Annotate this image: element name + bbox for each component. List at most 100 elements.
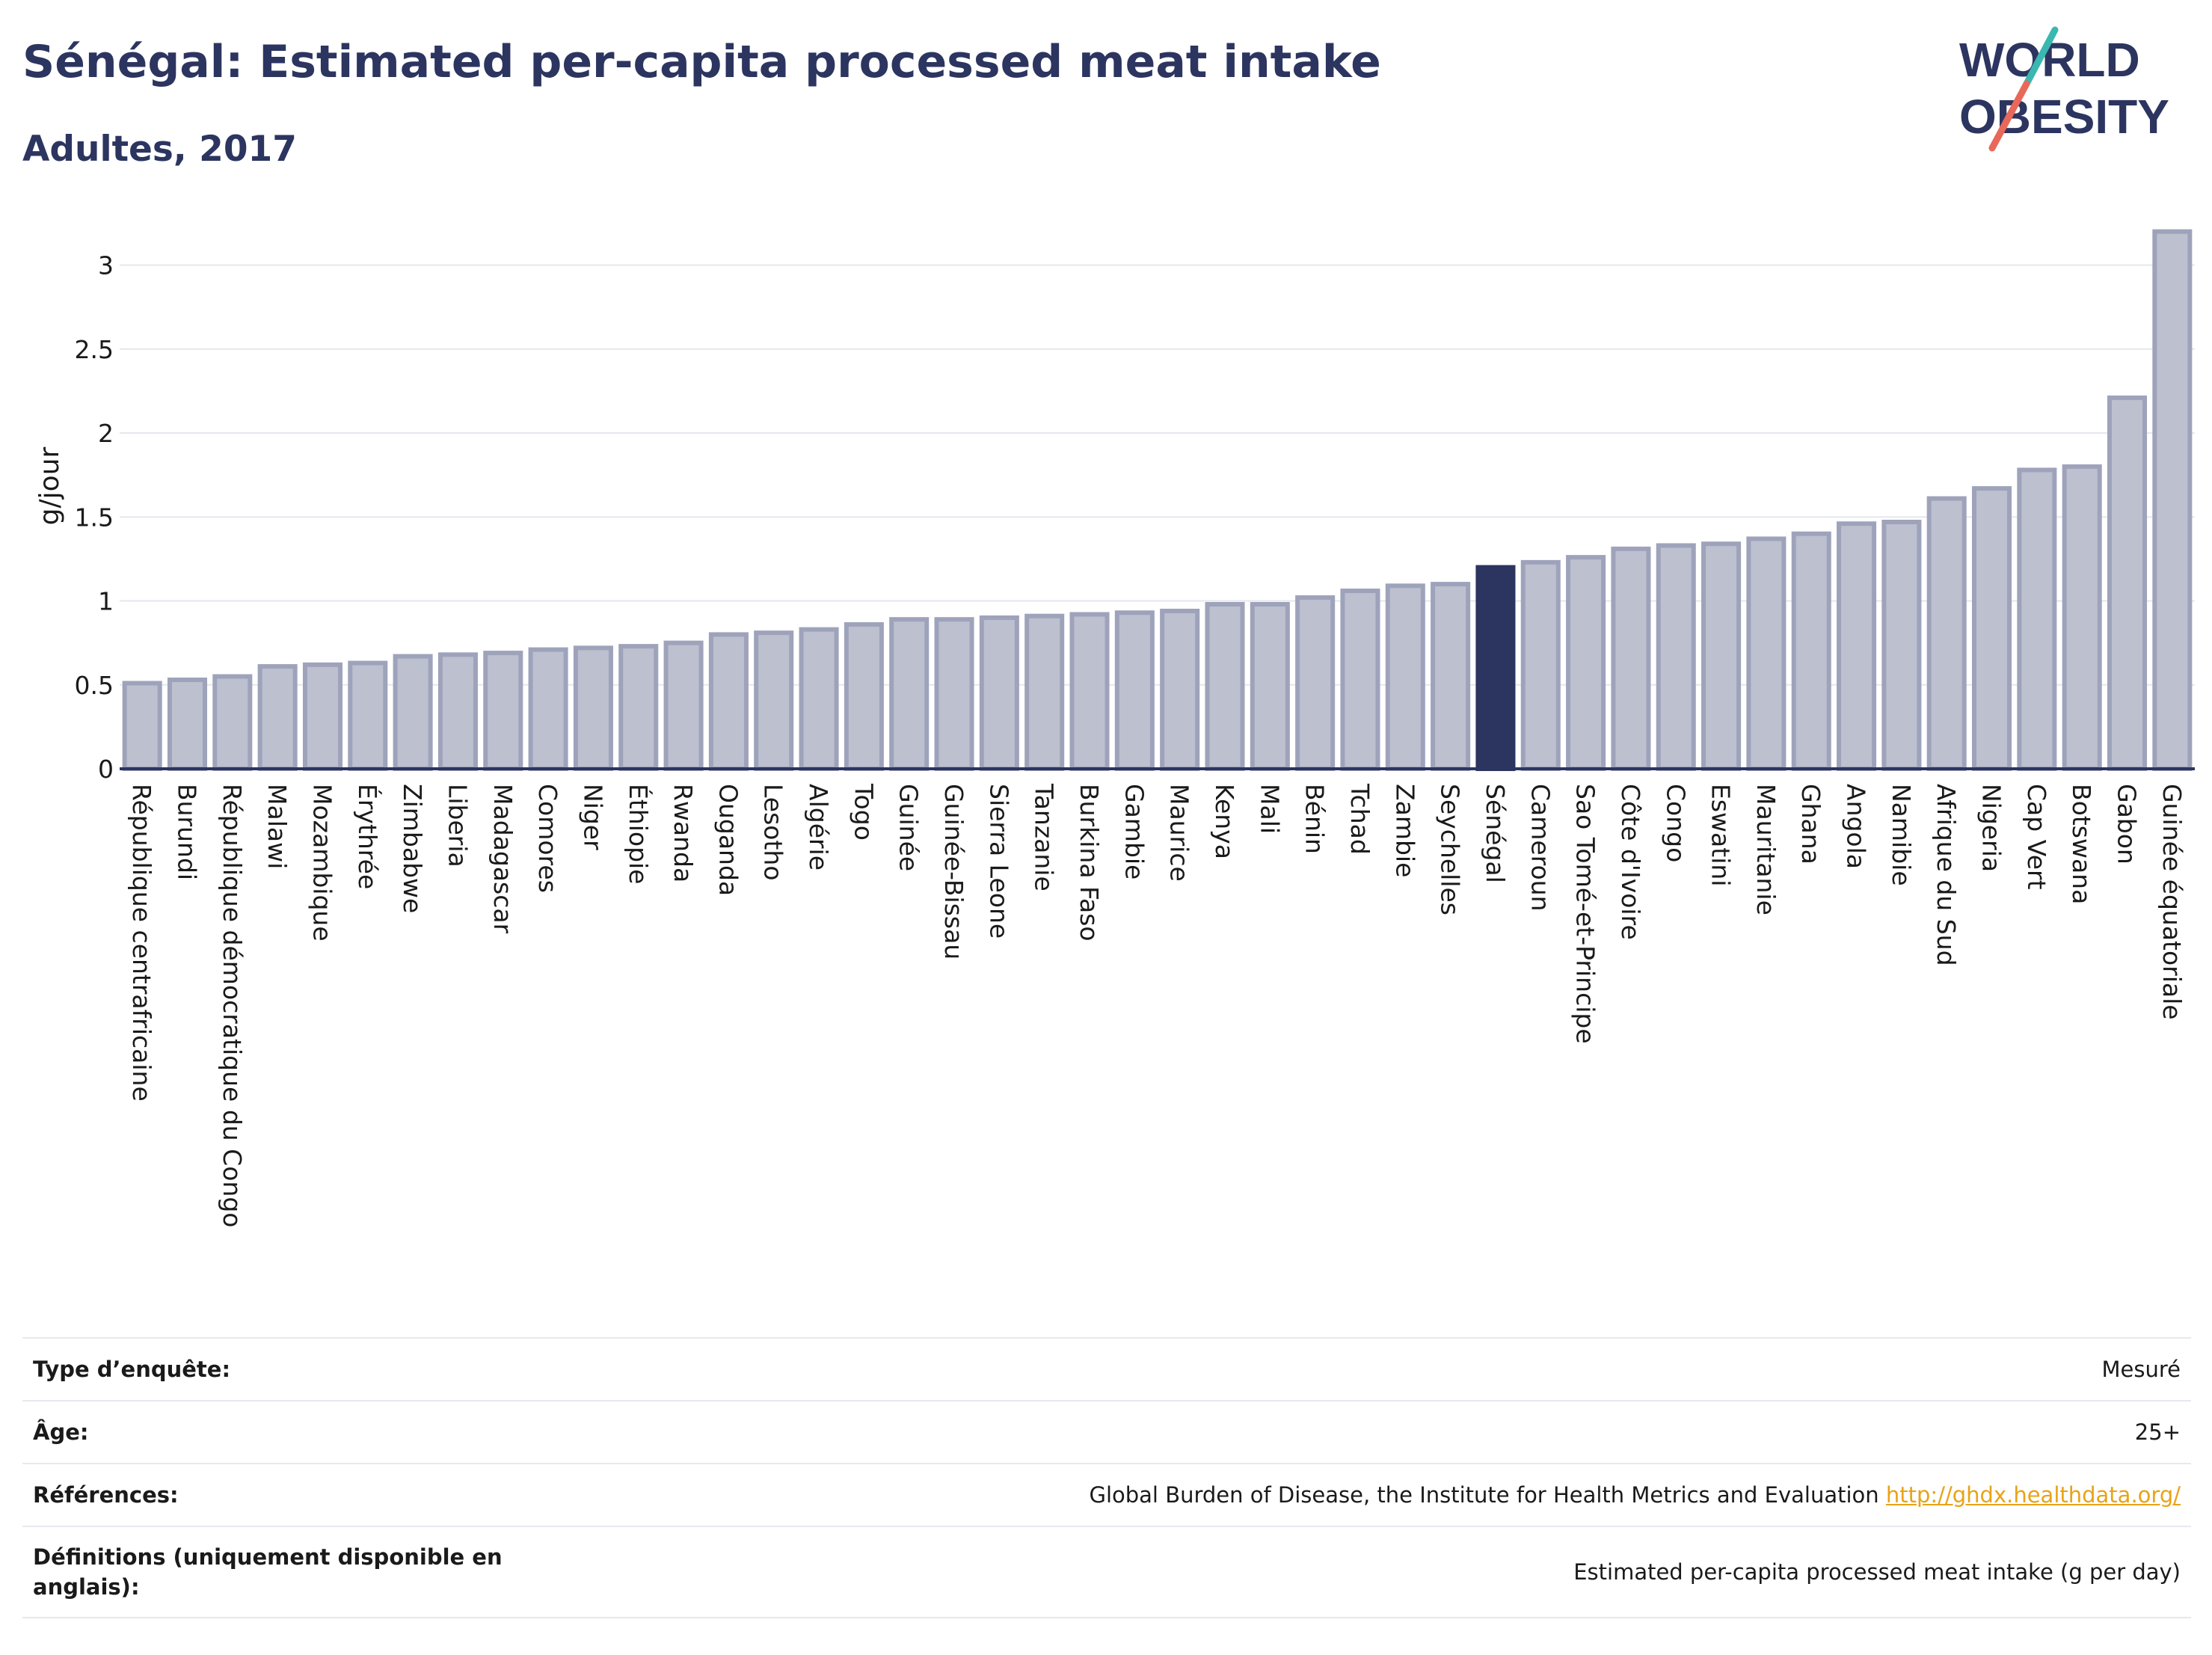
y-axis-ticks: 0 0.5 1 1.5 2 2.5 3 — [75, 251, 114, 784]
x-tick-label: République centrafricaine — [127, 784, 156, 1102]
chart-title: Sénégal: Estimated per-capita processed … — [22, 36, 1381, 88]
info-value: Global Burden of Disease, the Institute … — [1089, 1482, 1879, 1508]
x-tick-label: Érythrée — [353, 784, 383, 889]
x-tick-label: Afrique du Sud — [1932, 784, 1961, 966]
x-tick-label: Madagascar — [488, 784, 517, 934]
x-tick-label: Burundi — [172, 784, 201, 880]
x-tick-label: Togo — [849, 783, 878, 841]
x-tick-label: Ouganda — [713, 784, 743, 896]
x-tick-label: Tchad — [1345, 783, 1374, 855]
y-tick-label: 1 — [98, 587, 114, 616]
x-tick-label: Nigeria — [1977, 784, 2006, 872]
bar — [2017, 467, 2057, 771]
bar — [573, 645, 613, 771]
x-tick-label: Éthiopie — [624, 784, 654, 884]
bar — [934, 617, 974, 771]
bar — [1926, 496, 1967, 771]
x-tick-label: Gambie — [1119, 784, 1149, 879]
bar — [483, 651, 523, 771]
bar — [1837, 521, 1877, 771]
bar — [167, 678, 208, 772]
bar — [2107, 395, 2148, 771]
chart-subtitle: Adultes, 2017 — [22, 129, 297, 170]
x-tick-label: Sao Tomé-et-Principe — [1571, 784, 1600, 1044]
bar — [393, 654, 433, 772]
bar — [1340, 589, 1380, 772]
bar — [708, 632, 749, 772]
x-tick-label: Lesotho — [759, 784, 788, 881]
bar — [799, 627, 839, 771]
bar — [1791, 531, 1831, 771]
x-tick-label: Burkina Faso — [1075, 784, 1104, 942]
logo-slash-bottom — [1988, 80, 2030, 152]
bar — [2062, 464, 2102, 772]
bar — [844, 621, 884, 771]
x-tick-label: Botswana — [2067, 784, 2096, 904]
bar-chart: 0 0.5 1 1.5 2 2.5 3 République centrafricaine B… — [34, 229, 2195, 1227]
bar — [437, 652, 478, 772]
x-tick-label: Liberia — [443, 784, 472, 868]
bar — [1881, 519, 1922, 771]
bar — [1701, 541, 1742, 771]
x-tick-label: Angola — [1842, 784, 1871, 869]
x-tick-label: Guinée — [894, 784, 924, 871]
bars — [122, 229, 2193, 772]
bar — [1611, 546, 1651, 772]
x-tick-label: Congo — [1661, 784, 1690, 862]
bar — [1250, 601, 1290, 771]
logo-slash-top — [2023, 26, 2059, 87]
y-tick-label: 2.5 — [75, 335, 114, 364]
x-tick-label: Ghana — [1796, 784, 1825, 865]
bar — [1566, 555, 1606, 771]
x-tick-label: Cameroun — [1526, 784, 1555, 912]
info-label: Type d’enquête: — [33, 1357, 231, 1382]
bar — [1385, 583, 1425, 771]
x-tick-label: Rwanda — [669, 784, 698, 882]
x-tick-label: Malawi — [262, 784, 292, 869]
y-tick-label: 1.5 — [75, 503, 114, 532]
x-tick-label: Maurice — [1165, 784, 1194, 882]
info-label: Définitions (uniquement disponible en an… — [33, 1544, 503, 1600]
world-obesity-logo: WORLD OBESITY — [1959, 26, 2169, 152]
x-tick-label: Sénégal — [1481, 784, 1510, 883]
bar — [302, 662, 342, 771]
y-tick-label: 0 — [98, 755, 114, 784]
bar — [1746, 536, 1787, 771]
bar — [348, 660, 388, 771]
x-tick-label: Kenya — [1210, 784, 1239, 859]
bar — [1520, 559, 1561, 771]
x-tick-label: Namibie — [1887, 784, 1916, 886]
x-tick-label: Niger — [578, 784, 607, 850]
x-tick-label: Cap Vert — [2022, 784, 2051, 890]
info-row-survey-type: Type d’enquête: Mesuré — [22, 1338, 2191, 1401]
info-row-references: Références: Global Burden of Disease, th… — [22, 1464, 2191, 1526]
x-tick-label: Seychelles — [1436, 784, 1465, 915]
x-tick-label: Mozambique — [307, 784, 337, 942]
info-row-definitions: Définitions (uniquement disponible en an… — [22, 1526, 2191, 1618]
x-tick-label: Eswatini — [1706, 784, 1736, 886]
x-axis-labels: République centrafricaine Burundi Républiq… — [127, 783, 2187, 1227]
bar — [1069, 612, 1110, 772]
y-tick-label: 0.5 — [75, 671, 114, 700]
x-tick-label: Côte d'Ivoire — [1616, 784, 1645, 940]
bar — [257, 664, 298, 771]
bar — [1114, 610, 1155, 772]
bar — [889, 617, 930, 771]
bar — [212, 674, 253, 772]
x-tick-label: Guinée équatoriale — [2157, 784, 2187, 1020]
x-tick-label: Zimbabwe — [398, 784, 427, 913]
reference-link[interactable]: http://ghdx.healthdata.org/ — [1885, 1482, 2181, 1508]
bar — [1205, 601, 1245, 771]
info-table: Type d’enquête: Mesuré Âge: 25+ Référenc… — [22, 1337, 2191, 1618]
info-value: Estimated per-capita processed meat inta… — [1573, 1559, 2181, 1585]
x-tick-label: Sierra Leone — [984, 784, 1013, 939]
x-tick-label: Tanzanie — [1030, 783, 1059, 891]
y-axis-label: g/jour — [34, 446, 65, 525]
x-tick-label: Guinée-Bissau — [939, 784, 968, 959]
x-tick-label: Zambie — [1390, 784, 1419, 877]
x-tick-label: République démocratique du Congo — [218, 784, 247, 1227]
bar — [528, 647, 568, 771]
x-tick-label: Algérie — [804, 784, 833, 871]
x-tick-label: Bénin — [1300, 784, 1330, 854]
info-value: Mesuré — [2101, 1357, 2181, 1382]
